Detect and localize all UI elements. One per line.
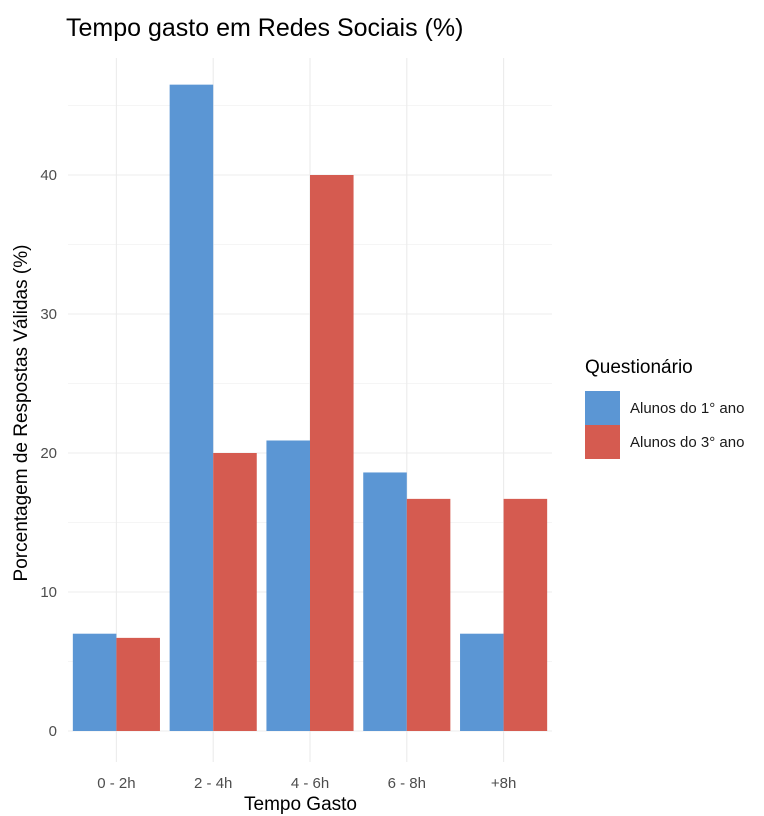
legend-label-series-2: Alunos do 3° ano: [630, 433, 745, 451]
y-tick-label: 10: [40, 584, 57, 601]
bar-series-1-5: [460, 633, 504, 731]
legend-title: Questionário: [585, 357, 693, 378]
x-tick-label: 4 - 6h: [291, 775, 329, 792]
legend-item-series-2: Alunos do 3° ano: [585, 425, 744, 459]
bar-series-1-2: [169, 84, 214, 731]
x-tick-label: 0 - 2h: [97, 775, 135, 792]
x-tick-label: 6 - 8h: [388, 775, 426, 792]
y-tick-label: 20: [40, 445, 57, 462]
bar-series-2-1: [116, 637, 160, 731]
x-axis-title: Tempo Gasto: [244, 794, 357, 815]
legend-key-series-1: [585, 391, 620, 425]
y-tick-label: 30: [40, 306, 57, 323]
bar-series-2-3: [310, 175, 354, 731]
legend-item-series-1: Alunos do 1° ano: [585, 391, 744, 425]
y-axis-title: Porcentagem de Respostas Válidas (%): [11, 245, 32, 582]
x-tick-label: 2 - 4h: [194, 775, 232, 792]
bar-series-1-3: [266, 440, 310, 731]
chart-title: Tempo gasto em Redes Sociais (%): [66, 14, 464, 42]
legend-label-series-1: Alunos do 1° ano: [630, 399, 745, 417]
y-tick-label: 40: [40, 167, 57, 184]
bar-series-1-1: [72, 633, 117, 731]
y-tick-label: 0: [49, 723, 57, 740]
legend-key-series-2: [585, 425, 620, 459]
bar-series-2-5: [503, 498, 548, 731]
bar-series-2-4: [406, 498, 451, 731]
x-tick-label: +8h: [491, 775, 516, 792]
bar-series-1-4: [363, 472, 407, 731]
bar-series-2-2: [213, 453, 257, 731]
